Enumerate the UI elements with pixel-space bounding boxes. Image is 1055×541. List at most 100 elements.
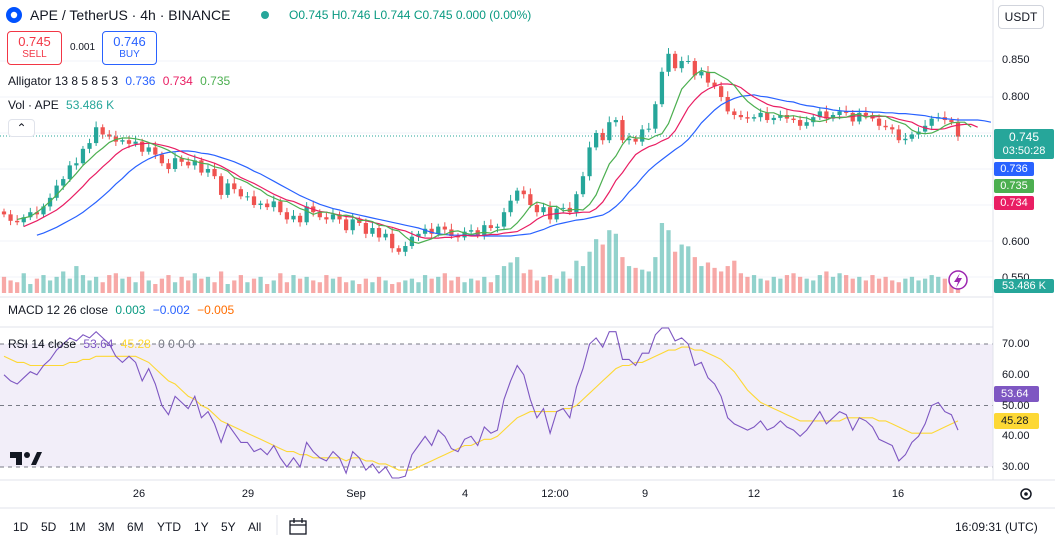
high-value: H0.746 — [331, 8, 371, 22]
rsi-axis-label: 50.00 — [1002, 400, 1030, 412]
volume-bar — [238, 275, 243, 293]
market-status-dot — [261, 11, 269, 19]
time-axis-label: 4 — [461, 488, 469, 500]
timeframe-ytd[interactable]: YTD — [157, 520, 181, 534]
volume-bar — [462, 282, 467, 293]
candle-body — [765, 112, 770, 121]
symbol-title[interactable]: APE / TetherUS · 4h · BINANCE — [30, 7, 231, 23]
lightning-icon[interactable] — [948, 270, 968, 290]
rsi-value: 53.64 — [83, 337, 114, 351]
volume-bar — [870, 275, 875, 293]
volume-bar — [646, 271, 651, 293]
timeframe-1d[interactable]: 1D — [13, 520, 29, 534]
volume-bar — [587, 251, 592, 293]
volume-bar — [778, 278, 783, 293]
volume-bar — [74, 266, 79, 293]
rsi-tag: 53.64 — [1001, 388, 1029, 400]
sell-button[interactable]: 0.745 SELL — [7, 31, 62, 65]
volume-bar — [311, 280, 316, 293]
candle-body — [791, 118, 796, 121]
candle-body — [528, 194, 533, 205]
volume-bar — [653, 257, 658, 293]
volume-bar — [784, 275, 790, 293]
volume-bar — [67, 278, 72, 293]
candle-body — [28, 212, 33, 218]
candle-body — [107, 134, 112, 137]
gear-icon[interactable] — [1020, 488, 1032, 500]
volume-bar — [205, 276, 211, 293]
candle-body — [692, 61, 697, 76]
candle-body — [758, 112, 763, 118]
timeframe-5d[interactable]: 5D — [41, 520, 57, 534]
candle-body — [909, 134, 915, 139]
rsi-legend[interactable]: RSI 14 close 53.64 45.28 0 0 0 0 — [8, 337, 195, 351]
candle-body — [844, 111, 849, 113]
volume-bar — [422, 275, 428, 293]
rsi-extra-values: 0 0 0 0 — [158, 337, 195, 351]
timeframe-1m[interactable]: 1M — [69, 520, 86, 534]
volume-bar — [383, 280, 388, 293]
macd-legend[interactable]: MACD 12 26 close 0.003 −0.002 −0.005 — [8, 303, 234, 317]
candle-body — [672, 53, 678, 69]
volume-bar — [547, 275, 553, 293]
rsi-axis-label: 60.00 — [1002, 369, 1030, 381]
volume-bar — [574, 260, 579, 293]
candle-body — [646, 128, 651, 130]
alligator-lips-value: 0.735 — [200, 74, 231, 88]
candle-body — [883, 125, 888, 128]
volume-bar — [278, 273, 283, 293]
candle-body — [146, 147, 151, 152]
volume-bar — [765, 280, 770, 293]
utc-clock[interactable]: 16:09:31 (UTC) — [955, 520, 1038, 534]
volume-bar — [291, 275, 296, 293]
candle-body — [172, 158, 178, 169]
candle-body — [337, 214, 342, 220]
alligator-jaw-line — [36, 94, 992, 237]
volume-bar — [791, 273, 796, 293]
rsi-line — [3, 327, 959, 479]
time-axis-label: 26 — [132, 488, 146, 500]
candle-body — [633, 138, 638, 142]
volume-bar — [265, 284, 270, 293]
candle-body — [140, 141, 145, 152]
macd-name: MACD 12 26 close — [8, 303, 109, 317]
volume-bar — [324, 275, 329, 293]
candle-body — [403, 246, 408, 252]
collapse-legend-button[interactable]: ⌃ — [8, 119, 35, 137]
alligator-legend[interactable]: Alligator 13 8 5 8 5 3 0.736 0.734 0.735 — [8, 74, 230, 88]
candle-body — [126, 140, 132, 144]
volume-bar — [876, 278, 882, 293]
volume-bar — [93, 276, 99, 293]
timeframe-5y[interactable]: 5Y — [221, 520, 236, 534]
timeframe-all[interactable]: All — [248, 520, 262, 534]
volume-bar — [357, 284, 362, 293]
timeframe-3m[interactable]: 3M — [98, 520, 115, 534]
volume-bar — [863, 280, 869, 293]
timeframe-1y[interactable]: 1Y — [194, 520, 209, 534]
volume-bar — [580, 266, 586, 293]
candle-body — [153, 147, 158, 155]
candle-body — [304, 206, 309, 223]
candle-body — [166, 163, 171, 169]
volume-bar — [390, 284, 395, 293]
date-range-icon[interactable] — [289, 518, 307, 535]
candle-body — [278, 201, 283, 213]
candle-body — [719, 86, 724, 97]
spread-value: 0.001 — [70, 42, 96, 53]
volume-bar — [824, 271, 829, 293]
change-value: 0.000 (0.00%) — [455, 8, 532, 22]
timeframe-6m[interactable]: 6M — [127, 520, 144, 534]
buy-button[interactable]: 0.746 BUY — [102, 31, 157, 65]
currency-select[interactable]: USDT — [998, 5, 1044, 29]
candle-body — [850, 112, 855, 122]
candle-body — [712, 82, 717, 87]
candle-body — [212, 169, 217, 177]
volume-legend[interactable]: Vol · APE 53.486 K — [8, 98, 114, 112]
candle-body — [929, 118, 934, 126]
rsi-ma-line — [3, 346, 959, 471]
volume-bar — [567, 278, 572, 293]
teeth-tag: 0.734 — [994, 196, 1034, 210]
low-value: L0.744 — [373, 8, 411, 22]
candle-body — [751, 117, 757, 119]
